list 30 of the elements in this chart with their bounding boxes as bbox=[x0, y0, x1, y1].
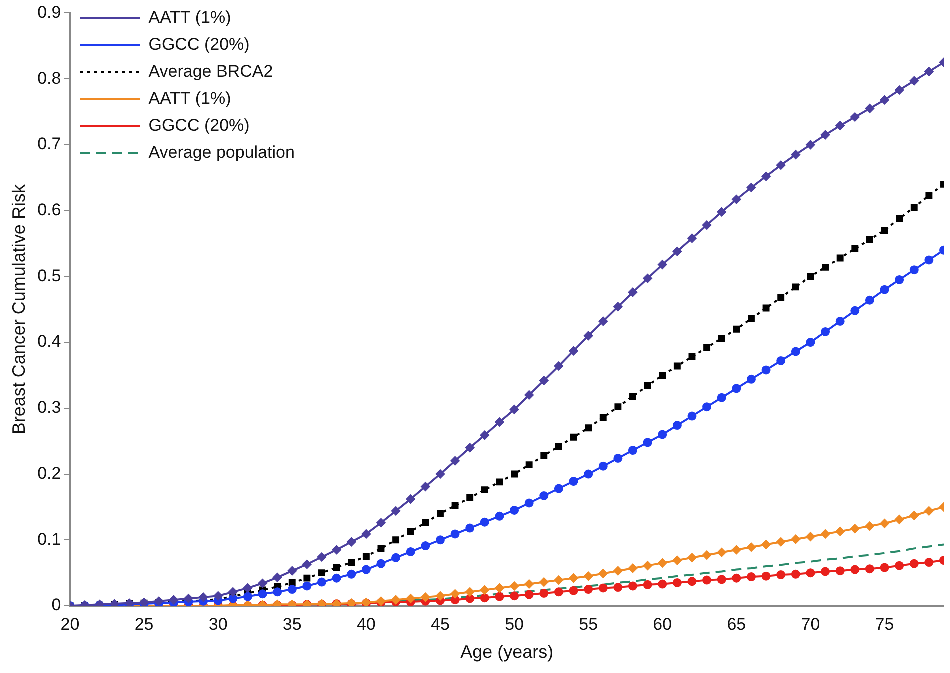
legend-label: AATT (1%) bbox=[148, 89, 232, 108]
y-axis-title: Breast Cancer Cumulative Risk bbox=[8, 184, 29, 435]
x-tick-label: 35 bbox=[282, 614, 302, 634]
x-axis-title: Age (years) bbox=[460, 642, 554, 662]
x-tick-label: 25 bbox=[134, 614, 154, 634]
legend-label: AATT (1%) bbox=[148, 8, 232, 28]
y-tick-label: 0.3 bbox=[38, 398, 62, 418]
legend-label: Average population bbox=[148, 143, 295, 162]
x-tick-label: 30 bbox=[208, 614, 228, 634]
y-tick-label: 0.2 bbox=[38, 464, 62, 483]
y-tick-label: 0.5 bbox=[38, 266, 62, 286]
x-tick-label: 50 bbox=[505, 614, 524, 634]
y-tick-label: 0.7 bbox=[38, 134, 62, 154]
y-tick-label: 0.6 bbox=[38, 200, 62, 220]
x-tick-label: 40 bbox=[356, 614, 376, 634]
legend-label: GGCC (20%) bbox=[148, 35, 250, 54]
x-tick-label: 65 bbox=[727, 614, 746, 634]
y-tick-label: 0.1 bbox=[38, 530, 62, 549]
x-tick-label: 70 bbox=[801, 614, 820, 634]
legend-label: Average BRCA2 bbox=[148, 62, 274, 82]
y-tick-label: 0 bbox=[52, 596, 62, 615]
x-tick-label: 75 bbox=[875, 614, 894, 634]
y-tick-label: 0.8 bbox=[38, 68, 62, 88]
x-tick-label: 20 bbox=[60, 614, 80, 634]
legend-label: GGCC (20%) bbox=[148, 116, 250, 136]
y-tick-label: 0.4 bbox=[38, 332, 62, 352]
x-tick-label: 45 bbox=[431, 614, 450, 634]
x-tick-label: 60 bbox=[653, 614, 672, 634]
y-tick-label: 0.9 bbox=[38, 2, 62, 22]
x-tick-label: 55 bbox=[579, 614, 598, 634]
